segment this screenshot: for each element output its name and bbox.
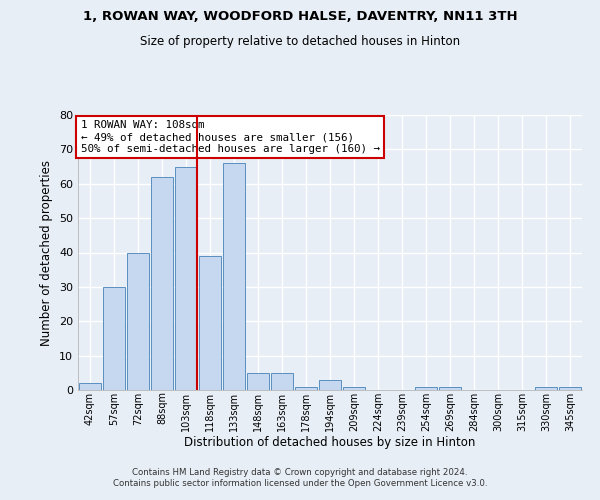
Bar: [151, 177, 173, 390]
Text: Contains HM Land Registry data © Crown copyright and database right 2024.
Contai: Contains HM Land Registry data © Crown c…: [113, 468, 487, 487]
Bar: [103, 287, 125, 390]
X-axis label: Distribution of detached houses by size in Hinton: Distribution of detached houses by size …: [184, 436, 476, 450]
Bar: [559, 386, 581, 390]
Bar: [247, 373, 269, 390]
Text: 1, ROWAN WAY, WOODFORD HALSE, DAVENTRY, NN11 3TH: 1, ROWAN WAY, WOODFORD HALSE, DAVENTRY, …: [83, 10, 517, 23]
Bar: [343, 386, 365, 390]
Bar: [271, 373, 293, 390]
Bar: [415, 386, 437, 390]
Text: 1 ROWAN WAY: 108sqm
← 49% of detached houses are smaller (156)
50% of semi-detac: 1 ROWAN WAY: 108sqm ← 49% of detached ho…: [80, 120, 380, 154]
Bar: [175, 166, 197, 390]
Bar: [79, 383, 101, 390]
Y-axis label: Number of detached properties: Number of detached properties: [40, 160, 53, 346]
Text: Size of property relative to detached houses in Hinton: Size of property relative to detached ho…: [140, 35, 460, 48]
Bar: [439, 386, 461, 390]
Bar: [223, 163, 245, 390]
Bar: [199, 256, 221, 390]
Bar: [295, 386, 317, 390]
Bar: [319, 380, 341, 390]
Bar: [535, 386, 557, 390]
Bar: [127, 252, 149, 390]
